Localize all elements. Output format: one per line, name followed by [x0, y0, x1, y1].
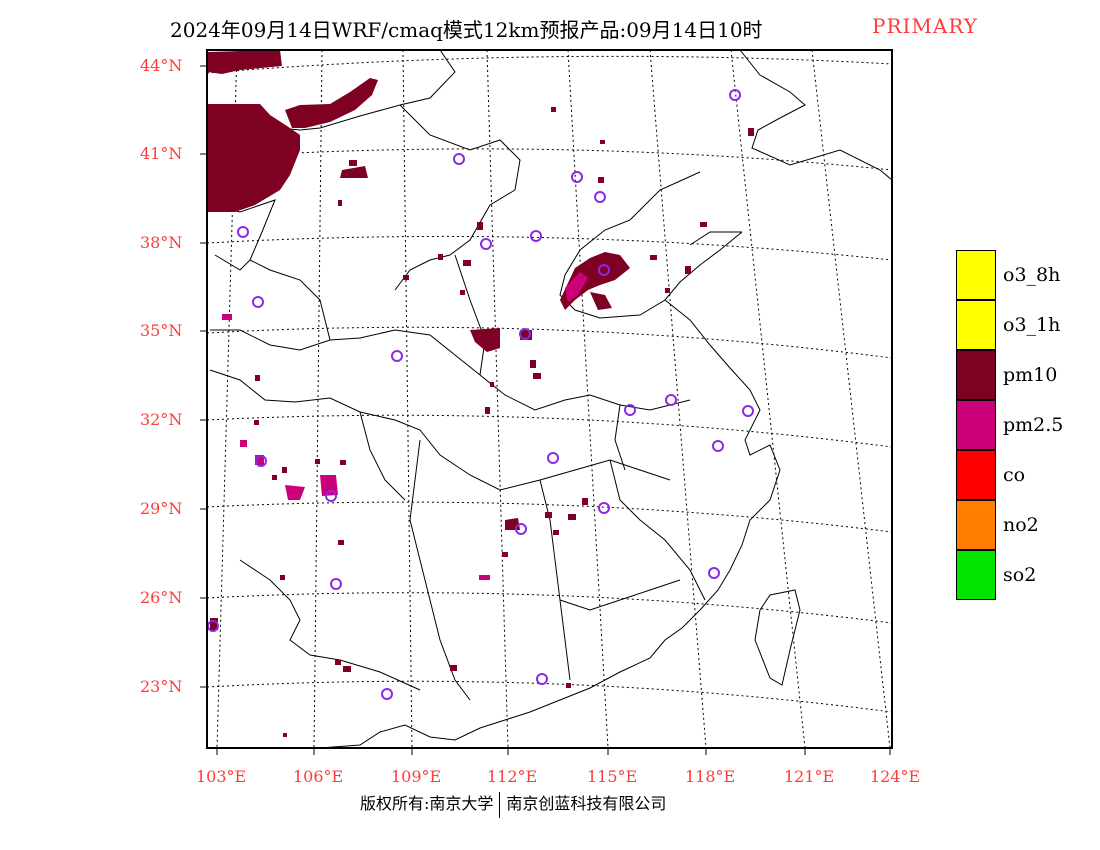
- lon-label-112e: 112°E: [487, 767, 538, 786]
- legend-label-o3-8h: o3_8h: [1003, 264, 1061, 286]
- lat-label-32n: 32°N: [140, 410, 183, 429]
- legend-label-co: co: [1003, 464, 1026, 486]
- map-title: 2024年09月14日WRF/cmaq模式12km预报产品:09月14日10时: [170, 18, 763, 42]
- map-frame: [206, 49, 893, 749]
- lat-label-41n: 41°N: [140, 144, 183, 163]
- lat-label-29n: 29°N: [140, 499, 183, 518]
- credit-divider: [499, 791, 501, 818]
- lat-label-35n: 35°N: [140, 321, 183, 340]
- boundaries: [209, 49, 893, 749]
- lat-label-23n: 23°N: [140, 677, 183, 696]
- pm10-cells: [254, 107, 754, 737]
- lat-label-44n: 44°N: [140, 56, 183, 75]
- legend-swatch-so2: [956, 550, 996, 600]
- pollutant-tag: PRIMARY: [872, 14, 978, 38]
- legend-swatch-pm25: [956, 400, 996, 450]
- lat-label-38n: 38°N: [140, 233, 183, 252]
- legend-swatch-o3-1h: [956, 300, 996, 350]
- station-markers: [207, 89, 754, 700]
- legend-label-pm25: pm2.5: [1003, 414, 1064, 436]
- legend-label-so2: so2: [1003, 564, 1037, 586]
- credit-line: 版权所有:南京大学 南京创蓝科技有限公司: [360, 790, 666, 818]
- lon-label-124e: 124°E: [870, 767, 921, 786]
- lon-label-121e: 121°E: [784, 767, 835, 786]
- pm25-areas: [222, 272, 588, 580]
- lon-label-103e: 103°E: [196, 767, 247, 786]
- credit-right: 南京创蓝科技有限公司: [506, 794, 667, 813]
- legend-swatch-co: [956, 450, 996, 500]
- lon-label-109e: 109°E: [391, 767, 442, 786]
- legend-label-o3-1h: o3_1h: [1003, 314, 1061, 336]
- legend-swatch-o3-8h: [956, 250, 996, 300]
- legend-swatch-pm10: [956, 350, 996, 400]
- lon-label-106e: 106°E: [293, 767, 344, 786]
- lon-label-115e: 115°E: [587, 767, 638, 786]
- lat-label-26n: 26°N: [140, 588, 183, 607]
- pm10-areas: [207, 50, 630, 630]
- legend-label-no2: no2: [1003, 514, 1039, 536]
- legend-swatch-no2: [956, 500, 996, 550]
- lon-label-118e: 118°E: [685, 767, 736, 786]
- legend-label-pm10: pm10: [1003, 364, 1058, 386]
- credit-left: 版权所有:南京大学: [360, 794, 494, 813]
- axis-ticks: [200, 65, 891, 755]
- graticule: [206, 49, 893, 749]
